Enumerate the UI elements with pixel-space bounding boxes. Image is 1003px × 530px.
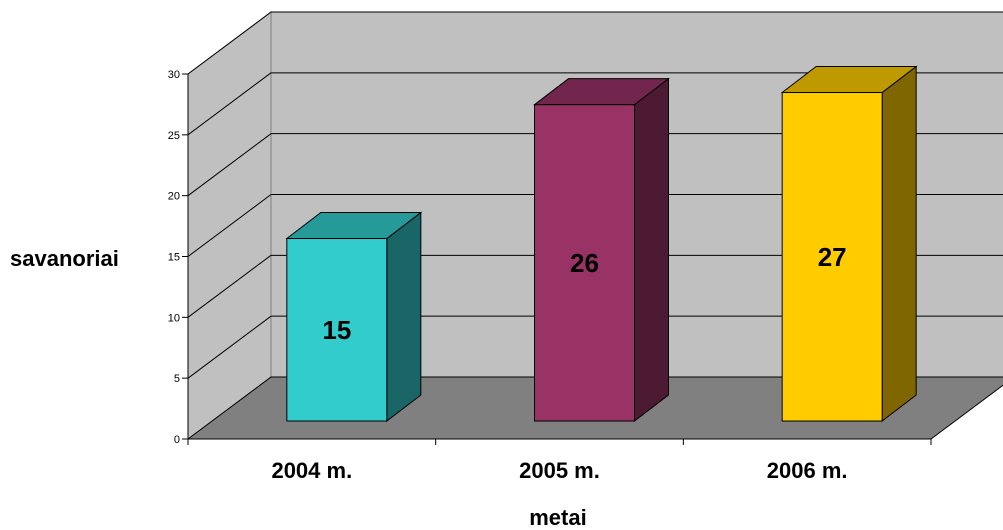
x-tick-label: 2004 m.	[271, 458, 352, 483]
y-axis-title: savanoriai	[10, 246, 119, 271]
data-label: 26	[570, 248, 599, 278]
data-labels: 15 26 27	[322, 242, 846, 345]
y-tick-labels: 0 5 10 15 20 25 30	[168, 69, 188, 446]
bar	[780, 65, 918, 423]
bar	[285, 211, 423, 423]
gridline-side	[187, 11, 272, 75]
gridline-side	[187, 194, 272, 257]
y-tick-label: 25	[168, 130, 180, 142]
x-axis-title: metai	[529, 505, 586, 530]
bar-side	[386, 211, 422, 423]
y-tick-label: 0	[174, 434, 180, 446]
data-label: 15	[322, 315, 351, 345]
data-label: 27	[818, 242, 847, 272]
bar-front	[781, 92, 883, 422]
y-tick-label: 5	[174, 373, 180, 385]
y-tick-label: 10	[168, 312, 180, 324]
y-tick-label: 20	[168, 191, 180, 203]
y-tick-label: 15	[168, 252, 180, 264]
gridline-side	[187, 133, 272, 197]
bar-side	[881, 65, 917, 423]
gridline-side	[187, 254, 272, 318]
gridline-side	[187, 72, 272, 136]
bar-side	[634, 77, 669, 423]
y-tick-label: 30	[168, 69, 180, 81]
gridline-side	[187, 315, 272, 379]
bar-front	[534, 104, 635, 422]
x-tick-label: 2006 m.	[767, 458, 848, 483]
bar	[533, 77, 670, 423]
bar-front	[286, 238, 388, 422]
x-tick-labels: 2004 m. 2005 m. 2006 m.	[187, 439, 932, 483]
bars	[285, 65, 918, 423]
x-tick-label: 2005 m.	[519, 458, 600, 483]
